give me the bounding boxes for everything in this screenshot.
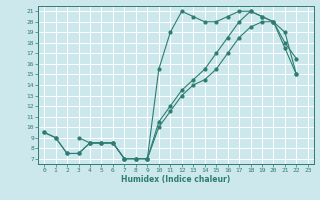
X-axis label: Humidex (Indice chaleur): Humidex (Indice chaleur) xyxy=(121,175,231,184)
